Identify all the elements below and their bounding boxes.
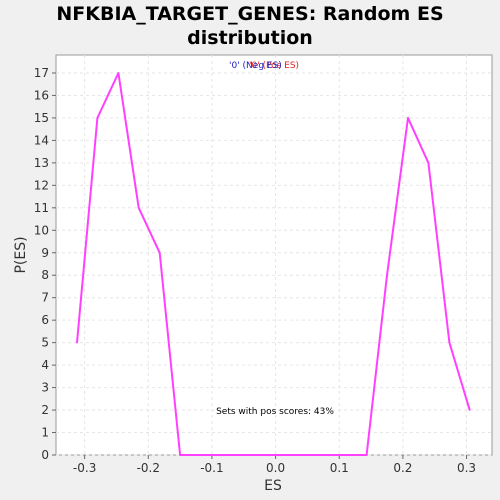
y-tick-label: 10: [34, 223, 49, 237]
plot-area: [55, 54, 493, 456]
data-point: [96, 117, 99, 119]
y-tick-label: 7: [41, 291, 49, 305]
y-tick-label: 9: [41, 246, 49, 260]
x-tick-label: 0.1: [330, 461, 349, 475]
y-tick-label: 6: [41, 313, 49, 327]
x-tick-label: -0.3: [73, 461, 96, 475]
y-tick-label: 17: [34, 66, 49, 80]
legend-neg-label: '0' (Neg ES): [229, 61, 282, 71]
y-tick-label: 12: [34, 178, 49, 192]
x-tick-label: -0.2: [137, 461, 160, 475]
y-tick-label: 11: [34, 201, 49, 215]
legend: '0' (Pos ES): [249, 61, 299, 71]
data-point: [448, 341, 451, 344]
x-tick-label: 0.0: [266, 461, 285, 475]
data-point: [137, 207, 140, 209]
y-tick-label: 15: [34, 111, 49, 125]
x-tick-label: 0.3: [457, 461, 476, 475]
annotation-pos-scores: Sets with pos scores: 43%: [216, 407, 334, 417]
y-tick-label: 5: [41, 336, 49, 350]
data-point: [386, 274, 388, 277]
data-point: [179, 454, 181, 456]
y-tick-label: 14: [34, 133, 49, 147]
series-line: [76, 72, 471, 456]
y-axis-label: P(ES): [13, 236, 29, 273]
data-point: [468, 409, 471, 411]
y-tick-label: 0: [41, 448, 49, 462]
y-tick-label: 2: [41, 403, 49, 417]
x-tick-label: -0.1: [200, 461, 223, 475]
data-point: [158, 251, 161, 254]
data-point: [365, 454, 368, 456]
y-tick-label: 1: [41, 426, 49, 440]
y-tick-label: 4: [41, 358, 49, 372]
y-tick-label: 3: [41, 381, 49, 395]
data-point: [427, 162, 430, 164]
x-axis-label: ES: [264, 478, 282, 494]
chart-title: NFKBIA_TARGET_GENES: Random ES distribut…: [56, 3, 444, 49]
y-tick-label: 8: [41, 268, 49, 282]
data-point: [407, 117, 409, 119]
data-point: [117, 72, 120, 74]
series-layer: [76, 72, 471, 456]
x-tick-label: 0.2: [393, 461, 412, 475]
data-point: [76, 341, 78, 344]
y-tick-label: 16: [34, 88, 49, 102]
y-tick-label: 13: [34, 156, 49, 170]
legend-pos-label: '0' (Pos ES): [249, 61, 299, 71]
